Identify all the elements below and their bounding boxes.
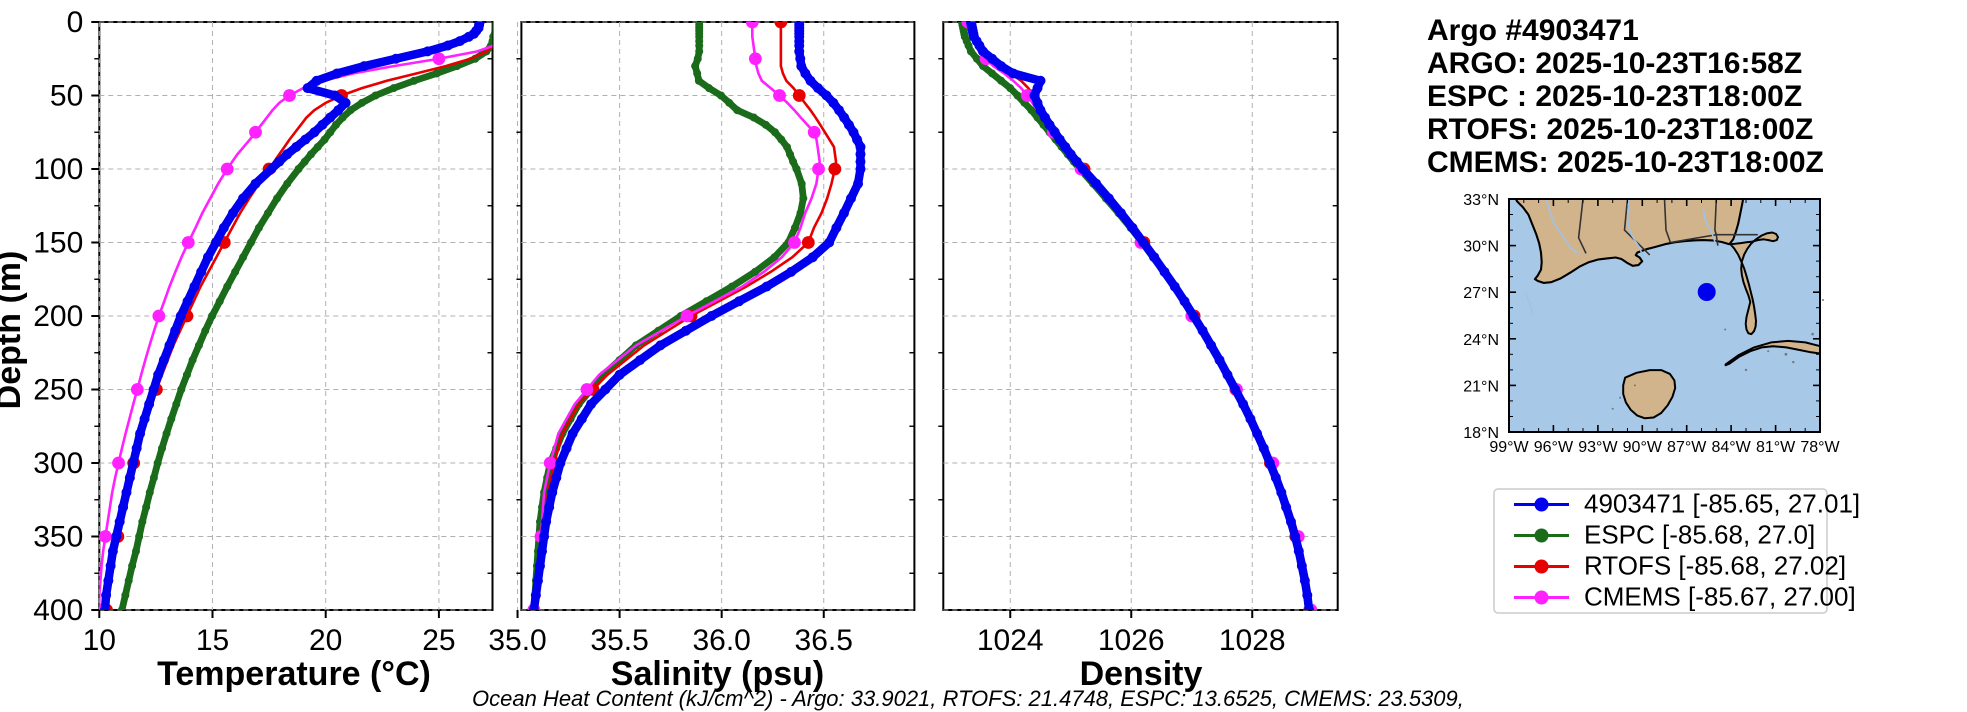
svg-text:RTOFS [-85.68, 27.02]: RTOFS [-85.68, 27.02] (1584, 551, 1846, 581)
svg-text:21°N: 21°N (1463, 378, 1499, 395)
svg-text:20: 20 (309, 624, 342, 657)
svg-text:1028: 1028 (1219, 624, 1286, 657)
svg-text:250: 250 (33, 374, 83, 407)
svg-text:15: 15 (196, 624, 229, 657)
svg-text:93°W: 93°W (1578, 439, 1618, 456)
svg-text:300: 300 (33, 447, 83, 480)
svg-text:CMEMS: 2025-10-23T18:00Z: CMEMS: 2025-10-23T18:00Z (1427, 146, 1824, 179)
svg-text:RTOFS: 2025-10-23T18:00Z: RTOFS: 2025-10-23T18:00Z (1427, 113, 1813, 146)
svg-text:1024: 1024 (977, 624, 1044, 657)
svg-text:Depth (m): Depth (m) (0, 251, 28, 410)
svg-text:36.0: 36.0 (692, 624, 750, 657)
svg-text:35.0: 35.0 (488, 624, 546, 657)
svg-text:0: 0 (67, 6, 84, 39)
svg-text:10: 10 (83, 624, 116, 657)
svg-text:81°W: 81°W (1756, 439, 1796, 456)
svg-text:350: 350 (33, 521, 83, 554)
svg-text:87°W: 87°W (1667, 439, 1707, 456)
svg-text:1026: 1026 (1098, 624, 1165, 657)
svg-text:150: 150 (33, 227, 83, 260)
svg-text:4903471 [-85.65, 27.01]: 4903471 [-85.65, 27.01] (1584, 489, 1860, 519)
svg-text:24°N: 24°N (1463, 332, 1499, 349)
svg-text:400: 400 (33, 594, 83, 627)
svg-text:36.5: 36.5 (795, 624, 853, 657)
svg-text:Argo #4903471: Argo #4903471 (1427, 14, 1639, 47)
svg-text:Ocean Heat Content (kJ/cm^2) -: Ocean Heat Content (kJ/cm^2) - Argo: 33.… (472, 686, 1464, 711)
svg-text:100: 100 (33, 153, 83, 186)
svg-text:ARGO: 2025-10-23T16:58Z: ARGO: 2025-10-23T16:58Z (1427, 47, 1802, 80)
svg-text:96°W: 96°W (1534, 439, 1574, 456)
svg-text:90°W: 90°W (1623, 439, 1663, 456)
svg-text:84°W: 84°W (1711, 439, 1751, 456)
svg-text:ESPC : 2025-10-23T18:00Z: ESPC : 2025-10-23T18:00Z (1427, 80, 1802, 113)
svg-text:50: 50 (50, 80, 83, 113)
svg-text:78°W: 78°W (1800, 439, 1840, 456)
svg-text:30°N: 30°N (1463, 239, 1499, 256)
svg-text:33°N: 33°N (1463, 192, 1499, 209)
svg-text:27°N: 27°N (1463, 285, 1499, 302)
svg-text:CMEMS [-85.67, 27.00]: CMEMS [-85.67, 27.00] (1584, 582, 1856, 612)
svg-text:Temperature (°C): Temperature (°C) (157, 655, 431, 693)
svg-text:ESPC [-85.68, 27.0]: ESPC [-85.68, 27.0] (1584, 520, 1815, 550)
svg-text:35.5: 35.5 (590, 624, 648, 657)
svg-text:200: 200 (33, 300, 83, 333)
svg-text:25: 25 (422, 624, 455, 657)
svg-text:18°N: 18°N (1463, 425, 1499, 442)
